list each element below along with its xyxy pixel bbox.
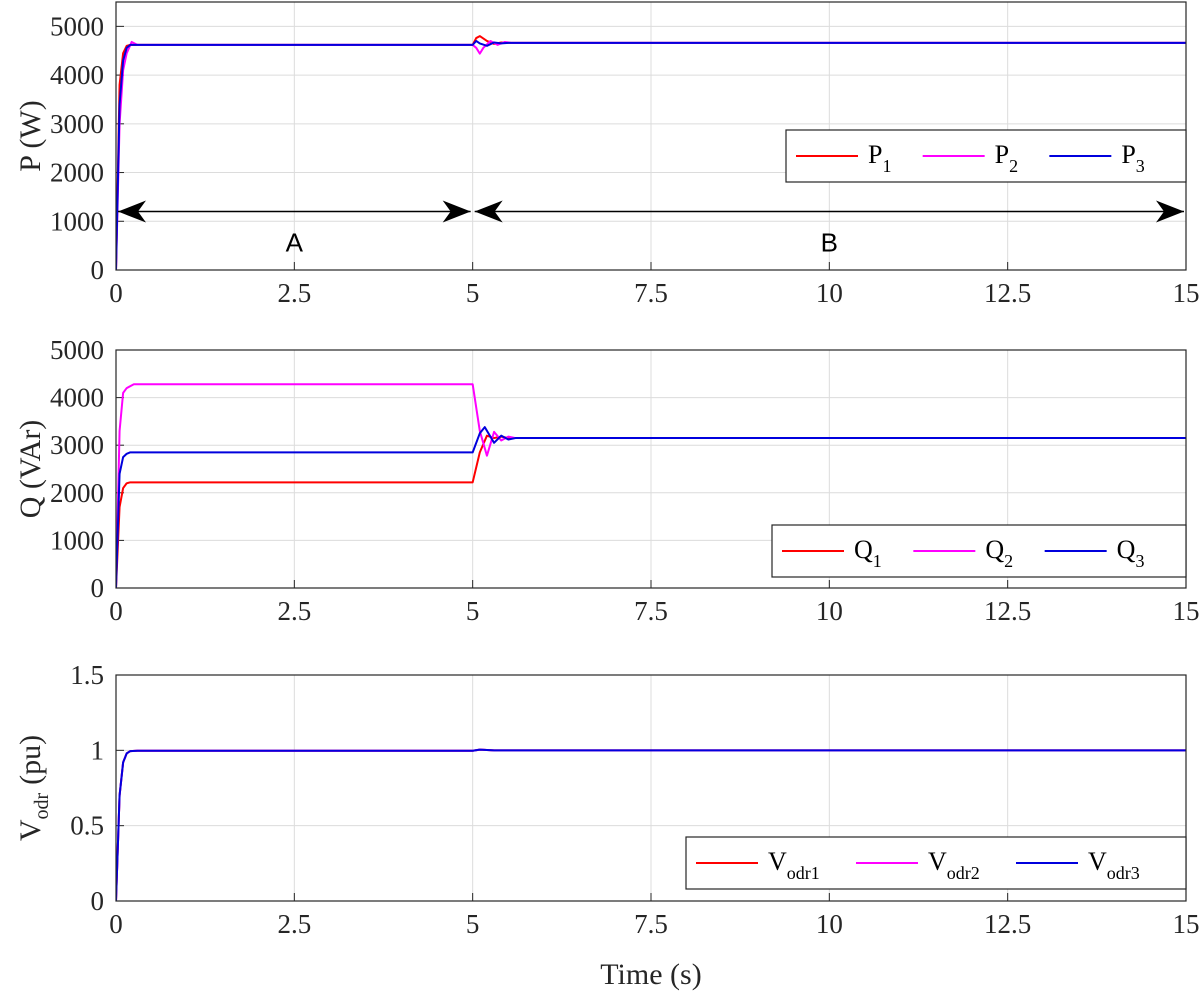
x-tick-label: 15	[1173, 596, 1200, 626]
power-panel: 0 2.5 5 7.5 10 12.5 15 0 1000 2000 3000 4000 5000 A B P…	[14, 1, 1200, 308]
y-axis-label-unit: (pu)	[14, 735, 47, 785]
x-tick-label: 2.5	[277, 596, 311, 626]
legend-label: Vodr1	[768, 847, 820, 883]
y-tick-label: 1000	[50, 525, 104, 555]
series-group	[116, 35, 1186, 270]
legend-label-sub: 1	[882, 156, 891, 176]
legend-label: Q3	[1117, 535, 1145, 571]
x-tick-label: 2.5	[277, 909, 311, 939]
y-tick-label: 2000	[50, 158, 104, 188]
arrow-head-left	[474, 200, 503, 223]
x-tick-label: 0	[109, 596, 123, 626]
legend-label: Vodr3	[1088, 847, 1140, 883]
x-tick-label: 5	[466, 278, 480, 308]
series-line-q3	[116, 426, 1186, 588]
legend-label: P2	[995, 140, 1018, 176]
y-axis-label: Vodr (pu)	[14, 735, 53, 841]
x-axis-label: Time (s)	[600, 958, 701, 991]
x-tick-label: 2.5	[277, 278, 311, 308]
axes-frame	[115, 349, 1187, 589]
legend: Vodr1 Vodr2 Vodr3	[685, 836, 1187, 890]
x-tick-label: 5	[466, 909, 480, 939]
y-tick-label: 3000	[50, 430, 104, 460]
x-tick-label: 12.5	[984, 909, 1031, 939]
series-line-q2	[116, 383, 1186, 588]
legend: Q1 Q2 Q3	[771, 524, 1187, 578]
legend-label-main: Q	[985, 535, 1004, 564]
y-tick-label: 0	[91, 573, 105, 603]
legend-label-sub: 3	[1135, 551, 1144, 571]
legend-label-main: V	[928, 847, 947, 876]
y-tick-label: 5000	[50, 335, 104, 365]
series-group	[116, 748, 1186, 901]
x-tick-label: 10	[816, 278, 843, 308]
legend-label-sub: odr1	[787, 863, 820, 883]
legend: P1 P2 P3	[785, 129, 1187, 183]
region-label-b: B	[821, 228, 838, 258]
legend-label: Q1	[854, 535, 882, 571]
legend-label-sub: 1	[873, 551, 882, 571]
legend-label: Vodr2	[928, 847, 980, 883]
y-axis-label: Q (VAr)	[14, 420, 47, 519]
legend-label-sub: 3	[1136, 156, 1145, 176]
legend-label-main: Q	[1117, 535, 1136, 564]
legend-box	[685, 836, 1187, 890]
series-line-p3	[116, 39, 1186, 270]
y-tick-label: 0.5	[70, 811, 104, 841]
legend-label-sub: odr2	[947, 863, 980, 883]
arrow-head-right	[442, 200, 471, 223]
x-tick-label: 7.5	[634, 278, 668, 308]
y-tick-label: 0	[91, 255, 105, 285]
legend-label-sub: 2	[1004, 551, 1013, 571]
x-tick-label: 0	[109, 278, 123, 308]
x-tick-label: 12.5	[984, 596, 1031, 626]
voltage-panel: 0 2.5 5 7.5 10 12.5 15 0 0.5 1 1.5 Vodr (pu) Time (s)…	[14, 660, 1200, 991]
legend-label: P3	[1121, 140, 1144, 176]
y-tick-label: 1	[91, 735, 105, 765]
legend-label: P1	[868, 140, 891, 176]
legend-label-main: P	[1121, 140, 1135, 169]
y-tick-label: 3000	[50, 109, 104, 139]
x-tick-label: 10	[816, 909, 843, 939]
arrow-head-right	[1156, 200, 1184, 223]
y-axis-label: P (W)	[14, 100, 47, 171]
y-tick-label: 4000	[50, 60, 104, 90]
y-axis-label-sub: odr	[31, 792, 53, 819]
y-axis-label-main: V	[14, 819, 47, 841]
legend-label-main: P	[868, 140, 882, 169]
series-group	[116, 383, 1186, 588]
legend-label: Q2	[985, 535, 1013, 571]
x-tick-label: 0	[109, 909, 123, 939]
y-tick-label: 1.5	[70, 660, 104, 690]
legend-label-main: P	[995, 140, 1009, 169]
legend-label-main: Q	[854, 535, 873, 564]
axes-frame	[115, 674, 1187, 902]
y-tick-label: 1000	[50, 206, 104, 236]
legend-label-main: V	[1088, 847, 1107, 876]
x-tick-label: 15	[1173, 278, 1200, 308]
legend-label-sub: odr3	[1107, 863, 1140, 883]
x-tick-label: 15	[1173, 909, 1200, 939]
legend-label-main: V	[768, 847, 787, 876]
x-tick-label: 10	[816, 596, 843, 626]
x-tick-label: 7.5	[634, 909, 668, 939]
series-line-vodr3	[116, 748, 1186, 901]
y-tick-label: 5000	[50, 11, 104, 41]
arrow-head-left	[118, 200, 146, 223]
x-tick-label: 5	[466, 596, 480, 626]
x-tick-label: 12.5	[984, 278, 1031, 308]
reactive-power-panel: 0 2.5 5 7.5 10 12.5 15 0 1000 2000 3000 4000 5000 Q (…	[14, 335, 1200, 626]
y-tick-label: 2000	[50, 478, 104, 508]
y-tick-label: 0	[91, 886, 105, 916]
region-label-a: A	[286, 228, 304, 258]
y-tick-label: 4000	[50, 383, 104, 413]
legend-label-sub: 2	[1009, 156, 1018, 176]
x-tick-label: 7.5	[634, 596, 668, 626]
